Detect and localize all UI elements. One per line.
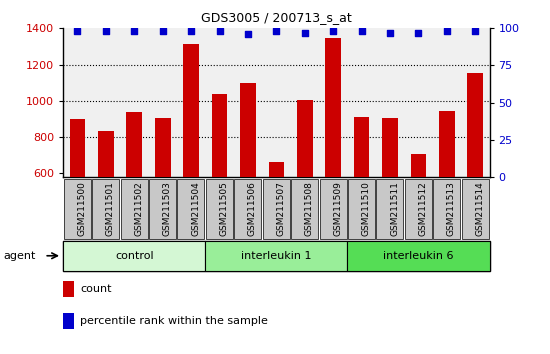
FancyBboxPatch shape (149, 179, 176, 239)
Bar (354, 117, 370, 177)
FancyBboxPatch shape (376, 179, 403, 239)
Bar (348, 241, 490, 271)
Text: GSM211502: GSM211502 (134, 182, 144, 236)
Text: GDS3005 / 200713_s_at: GDS3005 / 200713_s_at (201, 11, 352, 24)
Text: GSM211510: GSM211510 (362, 181, 371, 236)
FancyBboxPatch shape (206, 179, 233, 239)
Bar (212, 94, 227, 177)
Text: GSM211512: GSM211512 (419, 182, 427, 236)
Text: GSM211501: GSM211501 (106, 181, 115, 236)
Point (186, 28, 196, 34)
Text: GSM211507: GSM211507 (276, 181, 285, 236)
Bar (63, 281, 74, 297)
FancyBboxPatch shape (291, 179, 318, 239)
FancyBboxPatch shape (120, 179, 147, 239)
Text: GSM211506: GSM211506 (248, 181, 257, 236)
Text: GSM211504: GSM211504 (191, 182, 200, 236)
Bar (468, 73, 483, 177)
Text: interleukin 1: interleukin 1 (241, 251, 312, 261)
Text: percentile rank within the sample: percentile rank within the sample (80, 316, 268, 326)
Bar (63, 241, 205, 271)
Bar (382, 118, 398, 177)
Text: GSM211513: GSM211513 (447, 181, 456, 236)
Text: GSM211500: GSM211500 (78, 181, 86, 236)
Text: GSM211509: GSM211509 (333, 181, 342, 236)
Text: GSM211511: GSM211511 (390, 181, 399, 236)
Point (130, 28, 139, 34)
Text: GSM211508: GSM211508 (305, 181, 314, 236)
Point (414, 30, 423, 36)
FancyBboxPatch shape (92, 179, 119, 239)
Bar (98, 131, 114, 177)
Bar (155, 118, 170, 177)
Point (471, 28, 480, 34)
Point (73, 28, 82, 34)
Bar (297, 101, 312, 177)
FancyBboxPatch shape (178, 179, 205, 239)
Point (244, 32, 252, 37)
FancyBboxPatch shape (263, 179, 290, 239)
Point (442, 28, 451, 34)
Bar (183, 44, 199, 177)
Bar (126, 112, 142, 177)
FancyBboxPatch shape (64, 179, 91, 239)
Text: GSM211503: GSM211503 (163, 181, 172, 236)
Text: control: control (115, 251, 153, 261)
FancyBboxPatch shape (234, 179, 261, 239)
Text: interleukin 6: interleukin 6 (383, 251, 454, 261)
Bar (240, 83, 256, 177)
Bar (326, 38, 341, 177)
Bar (205, 241, 348, 271)
Point (101, 28, 110, 34)
Bar (411, 154, 426, 177)
Point (272, 28, 280, 34)
Point (215, 28, 224, 34)
Text: agent: agent (3, 251, 36, 261)
Text: GSM211514: GSM211514 (475, 182, 485, 236)
Point (329, 28, 338, 34)
Point (386, 30, 394, 36)
Text: count: count (80, 284, 112, 295)
Text: GSM211505: GSM211505 (219, 181, 229, 236)
Bar (70, 119, 85, 177)
FancyBboxPatch shape (461, 179, 488, 239)
FancyBboxPatch shape (348, 179, 375, 239)
FancyBboxPatch shape (320, 179, 346, 239)
Bar (63, 313, 74, 329)
Point (158, 28, 167, 34)
Point (300, 30, 309, 36)
Point (358, 28, 366, 34)
FancyBboxPatch shape (433, 179, 460, 239)
Bar (439, 112, 455, 177)
FancyBboxPatch shape (405, 179, 432, 239)
Bar (268, 162, 284, 177)
